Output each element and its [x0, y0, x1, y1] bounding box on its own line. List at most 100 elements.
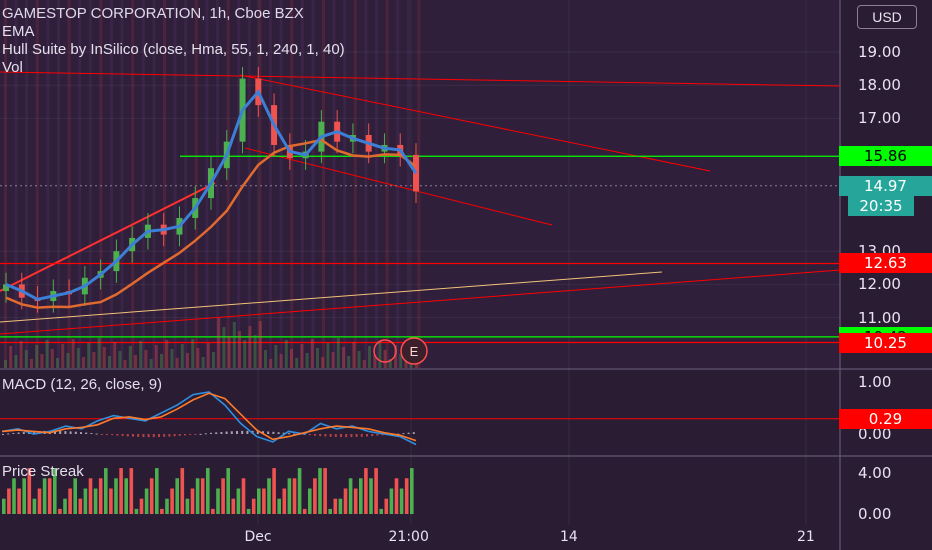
volume-bar: [373, 355, 377, 368]
volume-bar: [238, 331, 241, 368]
macd-histogram-bar: [168, 434, 171, 437]
session-stripe: [205, 0, 209, 368]
volume-bar: [217, 318, 221, 368]
streak-bar: [272, 468, 276, 514]
volume-bar: [347, 356, 351, 368]
macd-histogram-bar: [314, 434, 316, 436]
streak-bar: [68, 488, 72, 514]
macd-histogram-bar: [74, 431, 77, 434]
volume-bar: [321, 357, 325, 368]
session-stripe: [269, 0, 272, 368]
session-stripe: [78, 0, 82, 368]
hull-suite-legend[interactable]: Hull Suite by InSilico (close, Hma, 55, …: [2, 41, 345, 58]
streak-axis-tick: 0.00: [858, 505, 892, 523]
streak-bar: [374, 468, 378, 514]
macd-histogram-bar: [230, 431, 233, 434]
price-streak-legend[interactable]: Price Streak: [2, 463, 84, 480]
volume-bar: [160, 354, 163, 368]
streak-bar: [257, 488, 261, 514]
session-stripe: [396, 0, 400, 368]
macd-histogram-bar: [12, 432, 15, 434]
volume-bar: [243, 340, 247, 368]
currency-button[interactable]: USD: [857, 5, 917, 29]
streak-bar: [47, 478, 52, 514]
streak-bar: [364, 468, 368, 514]
time-axis-tick: 14: [560, 529, 578, 545]
macd-histogram-bar: [59, 430, 62, 434]
macd-histogram-bar: [142, 434, 145, 438]
volume-bar: [82, 357, 85, 368]
session-stripe: [88, 0, 92, 368]
volume-bar: [253, 335, 257, 368]
macd-histogram-bar: [277, 432, 280, 434]
macd-histogram-bar: [360, 434, 363, 437]
macd-histogram-bar: [355, 434, 358, 437]
session-stripe: [152, 0, 156, 368]
streak-bar: [333, 498, 338, 514]
volume-legend[interactable]: Vol: [2, 59, 23, 76]
streak-bar: [27, 468, 32, 514]
streak-bar: [353, 488, 358, 514]
macd-histogram-bar: [132, 434, 134, 437]
streak-bar: [78, 498, 83, 514]
volume-bar: [40, 354, 44, 368]
time-axis-tick: Dec: [244, 529, 272, 545]
macd-legend[interactable]: MACD (12, 26, close, 9): [2, 376, 163, 393]
streak-bar: [88, 478, 93, 514]
streak-bar: [404, 478, 409, 514]
macd-histogram-bar: [210, 432, 212, 434]
macd-histogram-bar: [334, 434, 337, 437]
volume-bar: [92, 352, 96, 368]
volume-bar: [290, 349, 293, 368]
macd-histogram-bar: [236, 431, 238, 434]
volume-bar: [102, 347, 106, 368]
session-stripe: [300, 0, 304, 368]
macd-histogram-bar: [22, 432, 25, 434]
volume-bar: [264, 350, 267, 368]
streak-bar: [32, 498, 37, 514]
streak-bar: [287, 478, 292, 514]
session-stripe: [110, 0, 113, 368]
streak-bar: [73, 478, 77, 514]
macd-histogram-bar: [262, 431, 264, 434]
macd-histogram-bar: [381, 434, 384, 436]
volume-bar: [154, 345, 158, 368]
macd-histogram-bar: [106, 434, 108, 435]
macd-histogram-bar: [225, 431, 228, 434]
volume-bar: [248, 326, 252, 368]
session-stripe: [120, 0, 124, 368]
ema-legend[interactable]: EMA: [2, 23, 35, 40]
macd-histogram-bar: [319, 434, 322, 437]
session-stripe: [35, 0, 39, 368]
streak-bar: [313, 478, 317, 514]
streak-bar: [379, 508, 383, 514]
streak-bar: [292, 478, 297, 514]
session-stripe: [406, 0, 410, 368]
streak-axis-tick: 4.00: [858, 464, 892, 483]
macd-histogram-bar: [64, 431, 67, 434]
price-tag-15-86: 15.86: [839, 146, 932, 167]
volume-bar: [149, 359, 153, 368]
volume-bar: [362, 360, 366, 368]
volume-bar: [399, 354, 403, 368]
session-stripe: [311, 0, 315, 368]
macd-histogram-bar: [407, 432, 410, 434]
macd-histogram-bar: [267, 431, 270, 434]
volume-bar: [134, 355, 137, 368]
volume-bar: [300, 344, 304, 368]
macd-histogram-bar: [95, 433, 98, 435]
streak-bar: [195, 478, 200, 514]
hull-line: [5, 89, 418, 301]
macd-histogram-bar: [256, 431, 259, 434]
streak-bar: [348, 478, 353, 514]
streak-bar: [93, 488, 98, 514]
long-ma-line: [0, 271, 663, 323]
streak-bar: [399, 488, 404, 514]
macd-histogram-bar: [282, 432, 285, 434]
session-stripe: [258, 0, 262, 368]
volume-bar: [61, 344, 65, 368]
streak-bar: [410, 468, 414, 514]
streak-bar: [63, 498, 67, 514]
macd-histogram-bar: [69, 431, 72, 434]
